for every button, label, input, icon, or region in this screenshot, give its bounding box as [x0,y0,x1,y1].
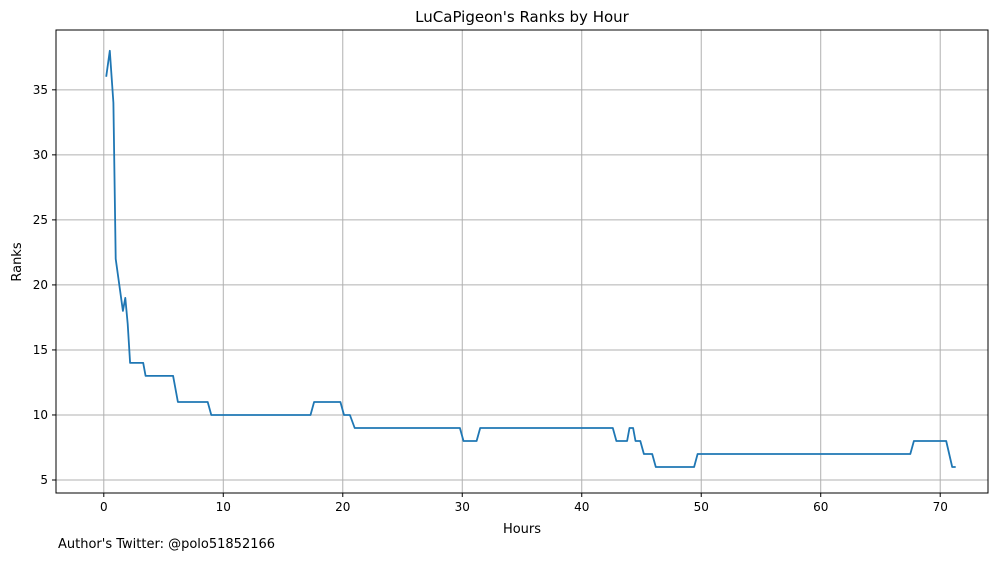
chart-title: LuCaPigeon's Ranks by Hour [415,8,629,26]
x-tick-label: 30 [455,500,470,514]
x-tick-label: 40 [574,500,589,514]
x-axis-label: Hours [503,522,541,537]
x-tick-label: 20 [335,500,350,514]
plot-frame [55,29,989,494]
x-tick-label: 50 [694,500,709,514]
y-tick-label: 25 [33,213,48,227]
x-tick-label: 10 [216,500,231,514]
y-tick-label: 15 [33,343,48,357]
y-tick-label: 35 [33,83,48,97]
y-axis-label: Ranks [10,242,25,281]
y-tick-label: 30 [33,148,48,162]
y-tick-label: 5 [40,473,48,487]
author-twitter-note: Author's Twitter: @polo51852166 [58,537,276,552]
grid-lines [56,30,988,493]
x-tick-label: 60 [813,500,828,514]
y-tick-label: 20 [33,278,48,292]
series-line [105,49,956,468]
y-tick-label: 10 [33,408,48,422]
x-tick-label: 0 [100,500,108,514]
x-tick-label: 70 [933,500,948,514]
axis-ticks: 0 10 20 30 40 50 60 70 5 10 15 20 25 30 35 [33,83,948,514]
